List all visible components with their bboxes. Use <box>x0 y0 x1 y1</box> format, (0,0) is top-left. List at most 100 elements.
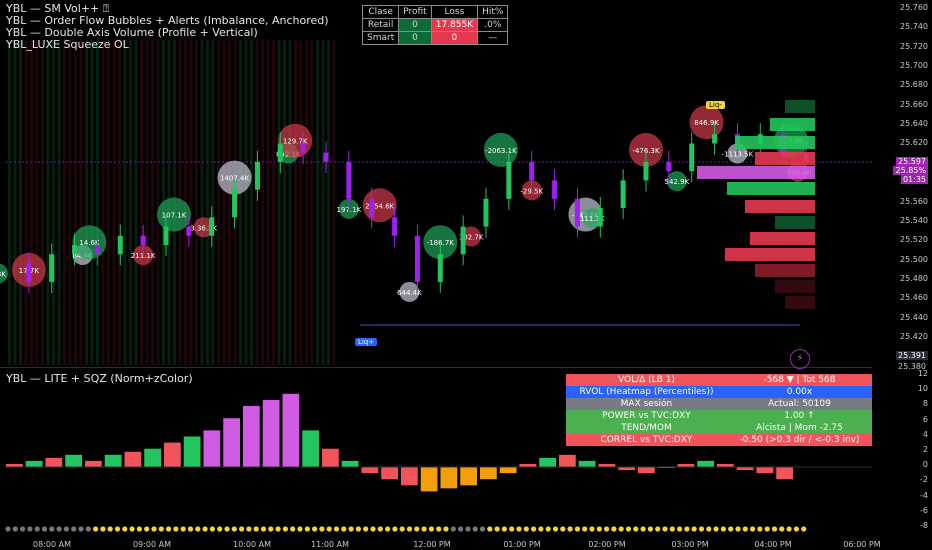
oscillator-bar <box>25 460 43 467</box>
squeeze-dot <box>209 526 215 532</box>
oscillator-bar <box>45 457 63 467</box>
volume-stripe <box>140 40 143 365</box>
squeeze-dot <box>750 526 756 532</box>
order-flow-bubble <box>629 132 663 167</box>
volume-stripe <box>266 40 270 365</box>
volume-profile-bar <box>775 280 815 293</box>
volume-profile-bar <box>697 166 815 179</box>
candle <box>140 235 146 245</box>
metrics-value: 1.00 ↑ <box>784 411 815 421</box>
price-tick: 25.520 <box>900 235 928 245</box>
squeeze-dot <box>355 526 361 532</box>
squeeze-dot <box>713 526 719 532</box>
volume-profile-bar <box>785 100 815 113</box>
order-flow-bubble <box>461 226 482 247</box>
indicator-title-oscillator[interactable]: YBL — LITE + SQZ (Norm+zColor) <box>6 372 193 385</box>
squeeze-dot <box>151 526 157 532</box>
extra-price-tag: 25.380 <box>898 362 926 371</box>
squeeze-dot <box>41 526 48 532</box>
oscillator-bar <box>776 467 793 480</box>
order-flow-bubble <box>399 281 420 302</box>
time-tick: 03:00 PM <box>671 540 709 549</box>
order-flow-bubble <box>666 171 687 192</box>
candle <box>163 226 169 245</box>
volume-stripe <box>189 40 193 365</box>
squeeze-dot <box>662 526 668 532</box>
bubble-label: 3.36.2K <box>190 224 217 232</box>
price-tick: 25.420 <box>900 331 928 341</box>
bubble-label: 102.7K <box>459 234 484 242</box>
candle <box>666 161 672 172</box>
volume-stripe <box>250 40 253 365</box>
oscillator-bar <box>539 457 556 467</box>
squeeze-dot <box>691 526 697 532</box>
squeeze-dot <box>107 526 113 532</box>
candle <box>392 217 398 236</box>
squeeze-dot <box>253 526 259 532</box>
volume-stripe <box>35 40 39 365</box>
stats-header-loss: Loss <box>430 5 479 19</box>
volume-stripe <box>327 40 330 365</box>
metrics-row: POWER vs TVC:DXY 1.00 ↑ <box>566 410 872 422</box>
squeeze-dot <box>509 526 515 532</box>
volume-stripe <box>145 40 149 365</box>
oscillator-tick: -6 <box>920 505 928 515</box>
indicator-title-3[interactable]: YBL — Double Axis Volume (Profile + Vert… <box>6 26 258 39</box>
time-tick: 06:00 PM <box>843 540 881 549</box>
volume-stripe <box>211 40 215 365</box>
oscillator-tick: -4 <box>920 490 928 500</box>
metrics-row: CORREL vs TVC:DXY -0.50 (>0.3 dir / <-0.3… <box>566 434 872 446</box>
squeeze-dot <box>5 526 11 532</box>
volume-stripe <box>310 40 314 365</box>
volume-profile-bar <box>725 248 815 261</box>
oscillator-bar <box>6 463 23 467</box>
candle <box>49 254 55 282</box>
metrics-value: Actual: 50109 <box>768 399 831 409</box>
volume-stripe <box>277 40 281 365</box>
candle <box>597 208 603 227</box>
stats-row-hit: — <box>477 31 509 45</box>
squeeze-dot <box>377 526 383 532</box>
oscillator-bar <box>440 467 458 489</box>
stats-header-hit: Hit% <box>477 5 509 19</box>
oscillator-bar <box>736 467 754 471</box>
squeeze-dot <box>669 526 675 532</box>
squeeze-dot <box>421 526 427 532</box>
volume-stripe <box>68 40 72 365</box>
squeeze-dot <box>136 526 142 532</box>
volume-stripe <box>41 40 44 365</box>
squeeze-dot <box>742 526 748 532</box>
squeeze-dot <box>370 526 376 532</box>
indicator-title-1[interactable]: YBL — SM Vol++ ⍰ <box>6 2 110 15</box>
squeeze-dot <box>166 526 172 532</box>
lightning-icon[interactable]: ⚡ <box>790 349 810 369</box>
squeeze-dot <box>268 526 274 532</box>
time-tick: 08:00 AM <box>33 540 71 549</box>
squeeze-dot <box>684 526 690 532</box>
volume-stripe <box>156 40 160 365</box>
indicator-title-4[interactable]: YBL_LUXE Squeeze OL <box>6 38 129 51</box>
metrics-row: RVOL (Heatmap (Percentiles)) 0.00x <box>566 386 872 398</box>
metrics-row: TEND/MOM Alcista | Mom -2.75 <box>566 422 872 434</box>
squeeze-dot <box>114 526 121 532</box>
squeeze-dot <box>56 526 62 532</box>
metrics-label: MAX sesión <box>620 399 673 409</box>
time-tick: 04:00 PM <box>754 540 792 549</box>
squeeze-dot <box>596 526 602 532</box>
metrics-label: VOL/Δ (LB 1) <box>617 375 675 385</box>
oscillator-bar <box>282 393 300 467</box>
candle <box>209 217 215 236</box>
metrics-value: Alcista | Mom -2.75 <box>756 423 843 433</box>
order-flow-bubble <box>217 160 252 195</box>
volume-stripe <box>222 40 226 365</box>
oscillator-bar <box>243 406 260 467</box>
candle <box>186 226 192 236</box>
volume-stripe <box>63 40 66 365</box>
squeeze-dot <box>538 526 544 532</box>
squeeze-dot <box>531 526 537 532</box>
squeeze-dot <box>706 526 712 532</box>
candle <box>254 161 260 190</box>
indicator-title-2[interactable]: YBL — Order Flow Bubbles + Alerts (Imbal… <box>6 14 329 27</box>
oscillator-bar <box>638 467 655 474</box>
